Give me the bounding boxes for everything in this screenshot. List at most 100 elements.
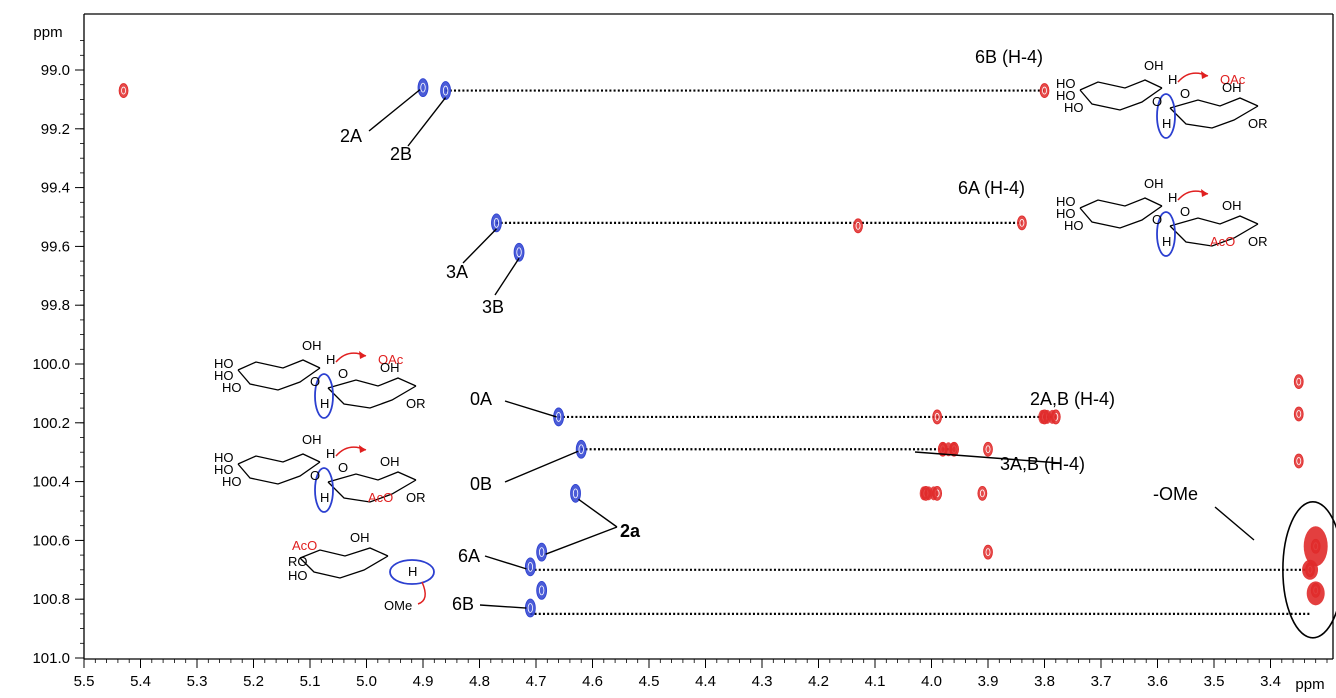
y-tick-label: 99.4 (41, 180, 70, 197)
structure-label: OH (350, 530, 370, 545)
structure-label: HO (1056, 194, 1076, 209)
structure-label: OH (1222, 198, 1242, 213)
structure-label: HO (214, 368, 234, 383)
structure-label: HO (214, 462, 234, 477)
x-tick-label: 4.9 (413, 673, 434, 690)
peak-contour-outer (1293, 406, 1304, 422)
bond-line (327, 471, 417, 483)
structure-label: HO (214, 450, 234, 465)
x-tick-label: 3.8 (1034, 673, 1055, 690)
peak-contour-inner (1042, 86, 1047, 95)
bond-line (237, 367, 321, 391)
x-tick-label: 4.4 (695, 673, 716, 690)
label-leader-line (578, 498, 618, 528)
structure-label: OH (380, 360, 400, 375)
peak-contour-inner (572, 488, 579, 499)
structure-label: H (408, 564, 417, 579)
structure-label: O (310, 374, 320, 389)
peak-contour-inner (979, 489, 985, 498)
label-leader-line (1214, 506, 1255, 541)
x-tick-label: 5.5 (74, 673, 95, 690)
y-tick-label: 100.0 (32, 356, 70, 373)
bond-line (1169, 105, 1259, 129)
bond-line (1169, 97, 1259, 109)
structure-label: O (1152, 212, 1162, 227)
peak-contour-inner (578, 444, 584, 455)
peak-contour-inner (1019, 218, 1025, 227)
x-tick-label: 4.1 (865, 673, 886, 690)
peak-contour-outer (513, 242, 525, 262)
correlation-peak (977, 485, 988, 501)
peak-contour-inner (121, 86, 126, 95)
peak-contour-outer (118, 83, 129, 98)
bond-line (299, 547, 389, 559)
label-leader-line (462, 228, 497, 264)
correlation-peak (118, 83, 129, 98)
structure-label: OR (1248, 234, 1268, 249)
structure-label: OR (406, 490, 426, 505)
anomeric-peak (524, 598, 536, 618)
structure-label: OH (302, 338, 322, 353)
label-leader-line (494, 257, 520, 296)
peak-contour-outer (570, 483, 581, 503)
peak-contour-outer (575, 439, 587, 459)
peak-label-2b: 2B (390, 144, 412, 164)
anomeric-peak (417, 78, 429, 98)
y-tick-label: 99.8 (41, 297, 70, 314)
x-tick-label: 5.3 (187, 673, 208, 690)
peak-label-3b: 3B (482, 297, 504, 317)
peak-contour-outer (524, 598, 536, 618)
x-tick-label: 4.7 (526, 673, 547, 690)
y-tick-label: 100.4 (32, 474, 70, 491)
x-tick-label: 3.4 (1260, 673, 1281, 690)
bond-line (299, 555, 389, 579)
structure-label: H (320, 490, 329, 505)
peak-contour-outer (932, 409, 943, 425)
structure-label: O (338, 460, 348, 475)
structure-label: HO (1056, 88, 1076, 103)
structure-label: H (320, 396, 329, 411)
peak-contour-outer (536, 542, 548, 562)
correlation-peak (932, 409, 943, 425)
structure-label: RO (288, 554, 308, 569)
x-tick-label: 4.5 (639, 673, 660, 690)
x-tick-label: 4.3 (752, 673, 773, 690)
bond-line (1079, 197, 1163, 209)
y-tick-label: 101.0 (32, 650, 70, 667)
label-leader-line (368, 89, 421, 132)
structure-label: HO (288, 568, 308, 583)
x-tick-label: 4.6 (582, 673, 603, 690)
x-tick-label: 3.6 (1147, 673, 1168, 690)
anomeric-peak (575, 439, 587, 459)
x-tick-label: 3.5 (1204, 673, 1225, 690)
label-leader-line (407, 97, 447, 147)
structure-label: OAc (1220, 72, 1246, 87)
structure-label: HO (222, 474, 242, 489)
x-tick-label: 4.2 (808, 673, 829, 690)
correlation-peak-group (929, 486, 938, 501)
peak-contour-inner (934, 413, 940, 421)
correlation-peak (1039, 83, 1050, 98)
h-circle-highlight (314, 467, 334, 513)
structure-label: OH (380, 454, 400, 469)
correlation-peak (1017, 215, 1027, 231)
structure-label: O (338, 366, 348, 381)
y-axis-label: ppm (33, 24, 62, 41)
structure-label: H (1168, 72, 1177, 87)
peak-contour-inner (442, 85, 449, 96)
correlation-peak (1293, 406, 1304, 422)
peak-contour-outer (524, 557, 536, 577)
h-circle-highlight (389, 559, 435, 585)
peak-contour-inner (527, 603, 533, 613)
structure-label: HO (1056, 76, 1076, 91)
structure-label: OR (1248, 116, 1268, 131)
label-leader-line (504, 450, 579, 483)
anomeric-peak (491, 213, 502, 233)
peak-contour-outer (977, 485, 988, 501)
bond-line (237, 453, 321, 465)
structure-label: OH (1144, 58, 1164, 73)
anomeric-peak (524, 557, 536, 577)
peak-contour-inner (539, 585, 545, 596)
